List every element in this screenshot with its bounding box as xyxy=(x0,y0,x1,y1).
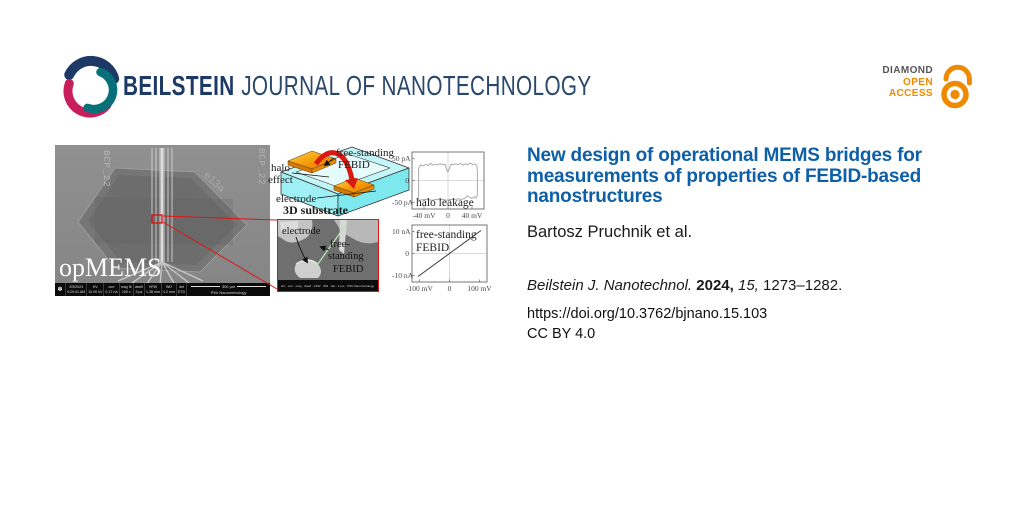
citation-pages: 1273–1282. xyxy=(763,277,843,294)
schematic-pointer-halo xyxy=(291,172,330,178)
schematic-label-free-standing: free-standing xyxy=(336,147,395,159)
journal-name-rest: JOURNAL OF NANOTECHNOLOGY xyxy=(241,70,592,101)
article-authors: Bartosz Pruchnik et al. xyxy=(527,223,693,241)
inset-pointer-febid xyxy=(319,245,330,252)
zoom-region-marker xyxy=(151,214,163,224)
citation-journal: Beilstein J. Nanotechnol. xyxy=(527,277,693,294)
sem-databar-cell: HV 10.00 kV xyxy=(87,283,105,296)
schematic-label-effect: effect xyxy=(268,174,293,186)
y-tick-label: -50 pA xyxy=(392,197,414,207)
zoom-connector-lines xyxy=(162,215,278,290)
sem-databar-cell: HFW 1.38 mm xyxy=(145,283,162,296)
x-tick-label: 0 xyxy=(446,211,450,220)
inset-label-free: free- xyxy=(330,239,350,250)
sem-scalebar: 300 μm PWr Nanometrology xyxy=(187,283,270,296)
schematic-label-substrate: 3D substrate xyxy=(283,203,349,217)
sem-inset-image: electrode free- standing FEBID HV · curr… xyxy=(278,220,378,291)
inset-label-standing: standing xyxy=(328,251,364,262)
open-label: OPEN xyxy=(903,76,933,88)
open-access-lock-icon xyxy=(941,64,972,109)
y-tick-label: 50 pA xyxy=(392,154,411,164)
inset-label-febid: FEBID xyxy=(333,264,364,275)
diamond-label: DIAMOND xyxy=(882,65,933,76)
chart-title-line: free-standing xyxy=(416,229,477,241)
citation-volume: 15, xyxy=(738,277,759,294)
x-tick-label: 40 mV xyxy=(461,211,483,220)
chart-febid-plot xyxy=(411,224,488,283)
sem-watermark: opMEMS xyxy=(59,253,162,282)
x-tick-label: 0 xyxy=(447,284,452,293)
chart-title-line: halo leakage xyxy=(416,197,474,209)
sem-databar-cell: mag ⊞ 150 x xyxy=(120,283,134,296)
schematic-label-halo: halo xyxy=(271,162,290,174)
3d-substrate-schematic: free-standing FEBID halo effect electrod… xyxy=(268,146,410,217)
sem-databar-cell: 2/9/2024 9:29:41 AM xyxy=(66,283,88,296)
febid-bridge-arrow xyxy=(313,150,358,189)
substrate-body xyxy=(280,146,410,217)
journal-wordmark: BEILSTEIN JOURNAL OF NANOTECHNOLOGY xyxy=(123,72,592,100)
y-tick-label: 10 nA xyxy=(392,227,411,237)
title-line-2: measurements of properties of FEBID-base… xyxy=(527,165,922,187)
schematic-label-electrode: electrode xyxy=(276,193,316,205)
series-halo-leakage-current-loop xyxy=(418,162,478,201)
journal-name-bold: BEILSTEIN xyxy=(123,70,235,101)
x-tick-label: 100 mV xyxy=(467,284,492,293)
sem-databar-cell: curr 0.17 nA xyxy=(104,283,120,296)
beilstein-logo xyxy=(63,55,120,118)
inset-febid-wire xyxy=(314,225,346,269)
chart-halo-plot xyxy=(411,151,485,210)
article-citation: Beilstein J. Nanotechnol. 2024, 15, 1273… xyxy=(527,277,842,294)
x-tick-label: -40 mV xyxy=(412,211,436,220)
inset-databar xyxy=(278,280,378,291)
schematic-label-febid: FEBID xyxy=(338,159,370,171)
lock-keyhole xyxy=(950,89,960,100)
open-access-label: DIAMOND OPEN ACCESS xyxy=(858,65,933,100)
sem-databar-cell: dwell 3 μs xyxy=(134,283,145,296)
title-line-1: New design of operational MEMS bridges f… xyxy=(527,145,922,166)
article-title: New design of operational MEMS bridges f… xyxy=(527,145,987,208)
sem-corner-label-right: BCP_22 xyxy=(256,148,267,185)
schematic-pointer-electrode xyxy=(316,190,377,199)
x-tick-label: -100 mV xyxy=(406,284,433,293)
series-free-standing-FEBID-ohmic-I-V xyxy=(417,230,482,277)
title-line-3: nanostructures xyxy=(527,186,663,207)
logo-arc-navy xyxy=(64,55,120,84)
chart-free-standing-febid: -100 mV 0 100 mV 10 nA 0 -10 nA free-standing F… xyxy=(392,218,504,296)
y-tick-label: 0 xyxy=(405,249,409,258)
sem-corner-label-left: BCP_22 xyxy=(101,150,112,187)
citation-year: 2024, xyxy=(696,277,734,294)
y-tick-label: 0 xyxy=(405,176,409,185)
sem-inset: electrode free- standing FEBID HV · curr… xyxy=(277,219,379,292)
schematic-pointer-febid xyxy=(323,157,335,167)
sem-databar-icon: ✽ xyxy=(55,283,66,296)
sem-image: BCP_22 BCP_22 e13a opMEMS xyxy=(55,145,270,283)
sem-databar-cell: det ETD xyxy=(177,283,188,296)
access-label: ACCESS xyxy=(888,88,933,99)
sem-databar: ✽ 2/9/2024 9:29:41 AM HV 10.00 kV curr 0.17 nA… xyxy=(55,283,270,296)
inset-pointer-electrode xyxy=(295,236,308,264)
doi-link[interactable]: https://doi.org/10.3762/bjnano.15.103 xyxy=(527,306,768,322)
chart-halo-leakage: -40 mV 0 40 mV 50 pA 0 -50 pA halo leakage xyxy=(392,145,502,221)
inset-structures xyxy=(278,220,378,278)
license-label: CC BY 4.0 xyxy=(527,326,596,342)
inset-databar-text: HV · curr · mag · dwell · HFW · WD · det… xyxy=(281,284,375,288)
mems-wires xyxy=(117,148,204,283)
inset-label-electrode: electrode xyxy=(282,226,321,237)
logo-arc-teal xyxy=(83,67,118,114)
y-tick-label: -10 nA xyxy=(392,270,414,280)
sem-databar-cell: WD 4.2 mm xyxy=(162,283,177,296)
lock-shackle xyxy=(943,64,972,86)
chart-title-line: FEBID xyxy=(416,242,450,254)
